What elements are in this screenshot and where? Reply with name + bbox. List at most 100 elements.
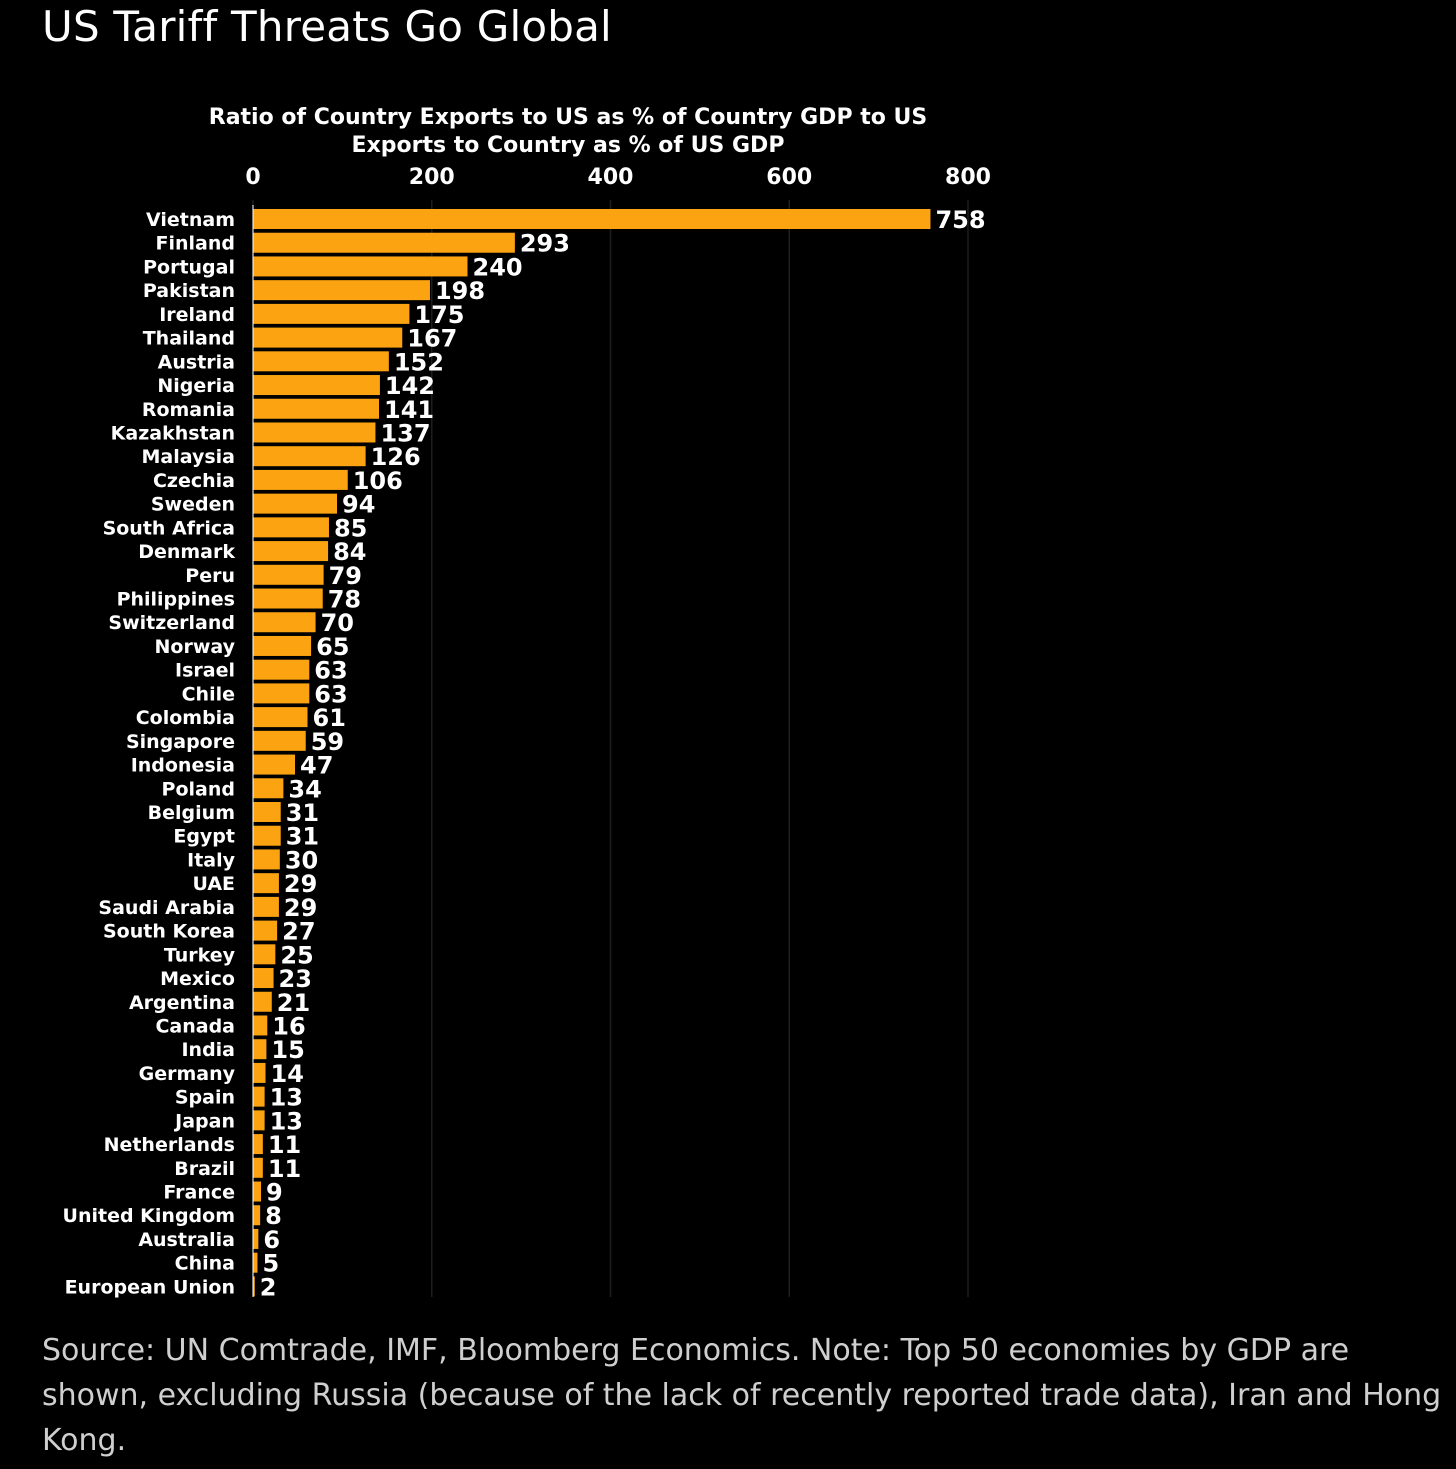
- bar: [253, 825, 281, 846]
- value-label: 16: [272, 1012, 305, 1040]
- category-label: Peru: [185, 565, 235, 587]
- value-label: 142: [385, 372, 435, 400]
- value-label: 6: [263, 1226, 280, 1254]
- value-label: 198: [435, 277, 485, 305]
- value-label: 27: [282, 918, 315, 946]
- category-label: Philippines: [117, 589, 235, 611]
- bar: [253, 944, 276, 965]
- headline: US Tariff Threats Go Global: [42, 2, 612, 51]
- category-label: Sweden: [151, 494, 235, 516]
- value-label: 25: [280, 941, 313, 969]
- category-label: Chile: [182, 683, 235, 705]
- value-label: 29: [284, 894, 317, 922]
- category-label: Nigeria: [157, 375, 235, 397]
- category-label: Denmark: [138, 541, 235, 563]
- value-label: 9: [266, 1179, 283, 1207]
- category-label: Finland: [156, 233, 235, 255]
- value-label: 47: [300, 752, 333, 780]
- bar: [253, 1110, 265, 1131]
- category-label: Pakistan: [143, 280, 235, 302]
- value-label: 29: [284, 870, 317, 898]
- bar: [253, 1086, 265, 1107]
- category-label: United Kingdom: [63, 1205, 235, 1227]
- category-label: Turkey: [164, 944, 236, 966]
- bar: [253, 351, 389, 372]
- value-label: 30: [285, 846, 318, 874]
- value-label: 126: [371, 443, 421, 471]
- bar: [253, 849, 280, 870]
- bar: [253, 802, 281, 822]
- bar: [253, 256, 468, 277]
- value-label: 152: [394, 348, 444, 376]
- bar: [253, 707, 308, 728]
- value-label: 8: [265, 1202, 282, 1230]
- value-label: 14: [271, 1060, 304, 1088]
- bar: [253, 1228, 259, 1249]
- category-label: Italy: [187, 849, 235, 871]
- bar: [253, 778, 284, 799]
- value-label: 94: [342, 491, 375, 519]
- value-label: 84: [333, 538, 366, 566]
- value-label: 31: [286, 799, 319, 827]
- value-label: 21: [277, 989, 310, 1017]
- bar: [253, 327, 403, 348]
- category-label: France: [163, 1182, 235, 1204]
- bar: [253, 422, 376, 443]
- value-label: 79: [329, 562, 362, 590]
- x-tick-label: 800: [945, 165, 991, 190]
- bar: [253, 754, 296, 775]
- bar: [253, 280, 430, 301]
- bar: [253, 635, 312, 656]
- category-label: UAE: [192, 873, 235, 895]
- chart-title-line-2: Exports to Country as % of US GDP: [351, 133, 785, 158]
- bar: [253, 612, 316, 633]
- category-label: Japan: [173, 1110, 235, 1132]
- category-label: Australia: [138, 1229, 235, 1251]
- value-label: 78: [328, 586, 361, 614]
- bar: [253, 1015, 268, 1036]
- category-label: Argentina: [129, 992, 235, 1014]
- category-label: Netherlands: [104, 1134, 235, 1156]
- bar: [253, 873, 279, 894]
- source-note: Source: UN Comtrade, IMF, Bloomberg Econ…: [42, 1333, 1442, 1458]
- value-label: 175: [414, 301, 464, 329]
- value-label: 293: [520, 230, 570, 258]
- value-label: 31: [286, 823, 319, 851]
- category-label: Kazakhstan: [111, 422, 235, 444]
- value-label: 65: [316, 633, 349, 661]
- category-label: South Korea: [103, 921, 235, 943]
- value-label: 59: [311, 728, 344, 756]
- bar: [253, 209, 931, 229]
- bar: [253, 920, 278, 941]
- value-label: 13: [270, 1107, 303, 1135]
- x-tick-label: 200: [409, 165, 455, 190]
- value-label: 63: [314, 680, 347, 708]
- category-label: Saudi Arabia: [98, 897, 235, 919]
- category-label: Germany: [139, 1063, 236, 1085]
- bar: [253, 232, 515, 253]
- category-label: Portugal: [143, 256, 235, 278]
- value-label: 34: [288, 775, 321, 803]
- value-label: 2: [260, 1273, 277, 1301]
- bar: [253, 1276, 255, 1297]
- value-label: 137: [380, 419, 430, 447]
- category-label: Vietnam: [146, 209, 235, 231]
- value-label: 11: [268, 1155, 301, 1183]
- bar: [253, 991, 272, 1012]
- category-label: Norway: [155, 636, 236, 658]
- value-label: 13: [270, 1084, 303, 1112]
- bar: [253, 659, 310, 680]
- value-label: 61: [313, 704, 346, 732]
- category-label: Ireland: [159, 304, 235, 326]
- category-label: Malaysia: [141, 446, 235, 468]
- value-label: 63: [314, 657, 347, 685]
- value-label: 141: [384, 396, 434, 424]
- bar: [253, 493, 338, 514]
- value-label: 240: [473, 253, 523, 281]
- category-label: Thailand: [143, 328, 235, 350]
- category-label: China: [175, 1253, 235, 1275]
- bar: [253, 398, 380, 419]
- category-label: South Africa: [103, 517, 235, 539]
- bar: [253, 375, 380, 396]
- category-label: Egypt: [173, 826, 235, 848]
